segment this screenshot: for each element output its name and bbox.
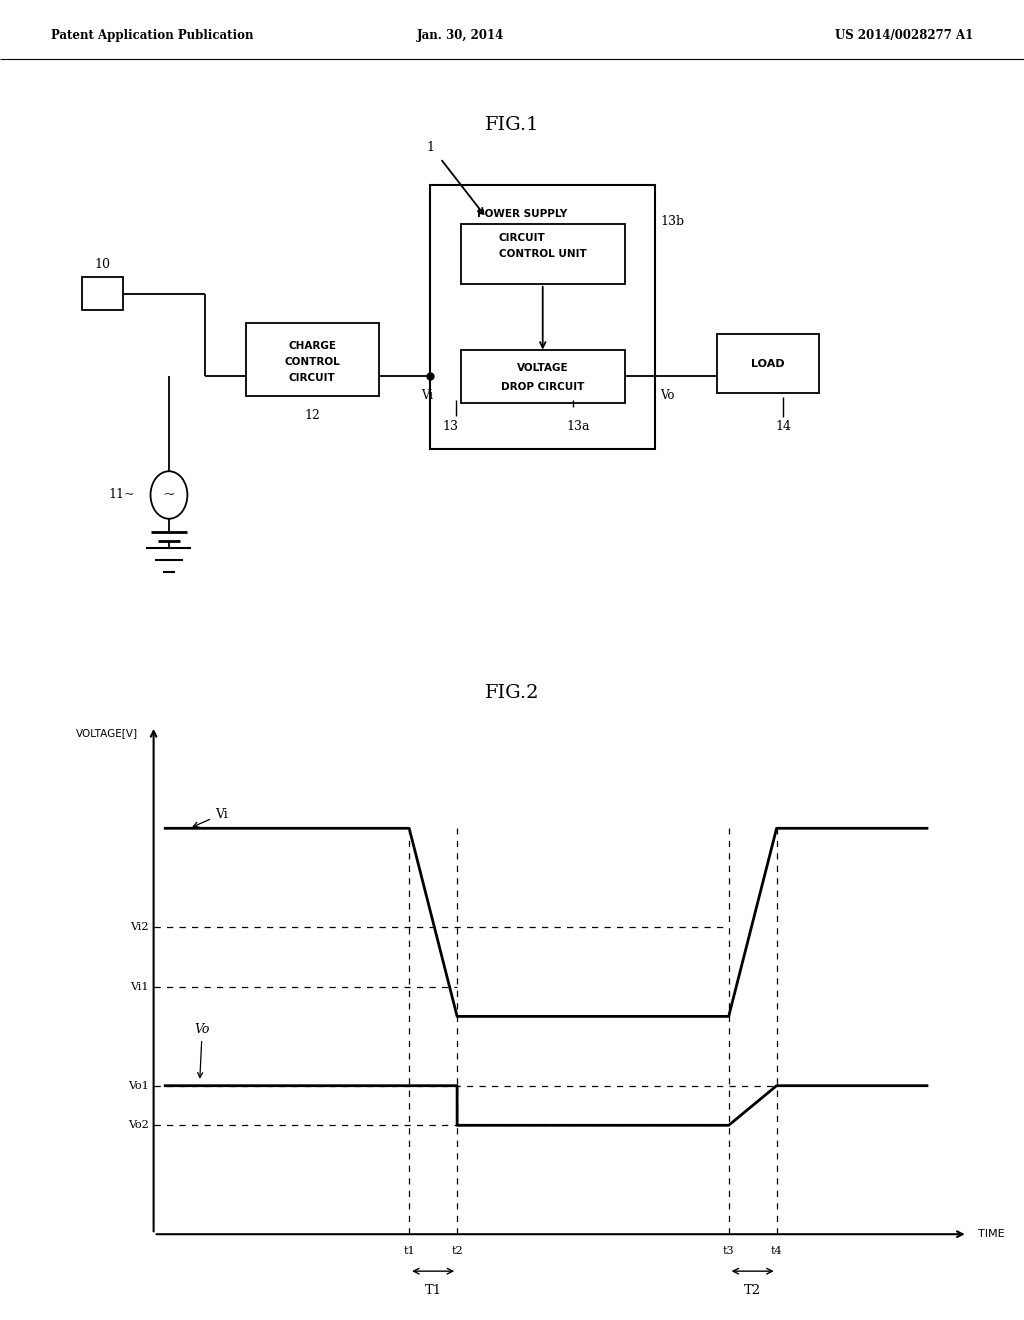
Text: Vo: Vo: [660, 389, 675, 403]
Text: Patent Application Publication: Patent Application Publication: [51, 29, 254, 42]
Bar: [461, 224, 625, 284]
Text: t1: t1: [403, 1246, 415, 1257]
Text: LOAD: LOAD: [752, 359, 784, 368]
Text: US 2014/0028277 A1: US 2014/0028277 A1: [835, 29, 973, 42]
Bar: [717, 334, 819, 393]
Text: POWER SUPPLY: POWER SUPPLY: [477, 209, 567, 219]
Text: t3: t3: [723, 1246, 734, 1257]
Text: T1: T1: [425, 1284, 441, 1298]
Text: 1: 1: [426, 141, 434, 154]
Text: CIRCUIT: CIRCUIT: [289, 374, 336, 383]
Bar: [461, 350, 625, 403]
Text: CHARGE: CHARGE: [289, 342, 336, 351]
Bar: [82, 277, 123, 310]
Text: Vo2: Vo2: [128, 1121, 148, 1130]
Bar: [430, 185, 655, 449]
Bar: [246, 323, 379, 396]
Text: Vi: Vi: [421, 389, 433, 403]
Text: ~: ~: [163, 488, 175, 502]
Text: VOLTAGE[V]: VOLTAGE[V]: [76, 727, 138, 738]
Text: FIG.1: FIG.1: [484, 116, 540, 135]
Text: DROP CIRCUIT: DROP CIRCUIT: [501, 381, 585, 392]
Text: FIG.2: FIG.2: [484, 684, 540, 702]
Text: t2: t2: [452, 1246, 463, 1257]
Text: TIME: TIME: [978, 1229, 1005, 1239]
Text: 14: 14: [775, 420, 792, 433]
Text: 12: 12: [304, 409, 321, 422]
Text: CIRCUIT: CIRCUIT: [499, 232, 546, 243]
Text: 11~: 11~: [109, 488, 135, 502]
Text: 13: 13: [442, 420, 459, 433]
Text: 13b: 13b: [660, 215, 685, 228]
Text: VOLTAGE: VOLTAGE: [517, 363, 568, 374]
Text: CONTROL UNIT: CONTROL UNIT: [499, 249, 587, 259]
Text: t4: t4: [771, 1246, 782, 1257]
Text: Vi2: Vi2: [130, 923, 148, 932]
Text: 13a: 13a: [567, 420, 590, 433]
Text: Vi: Vi: [194, 808, 227, 826]
Text: Vi1: Vi1: [130, 982, 148, 991]
Text: Vo: Vo: [195, 1023, 210, 1077]
Text: Jan. 30, 2014: Jan. 30, 2014: [417, 29, 505, 42]
Text: CONTROL: CONTROL: [285, 358, 340, 367]
Text: T2: T2: [744, 1284, 761, 1298]
Text: Vo1: Vo1: [128, 1081, 148, 1090]
Text: 10: 10: [94, 257, 111, 271]
